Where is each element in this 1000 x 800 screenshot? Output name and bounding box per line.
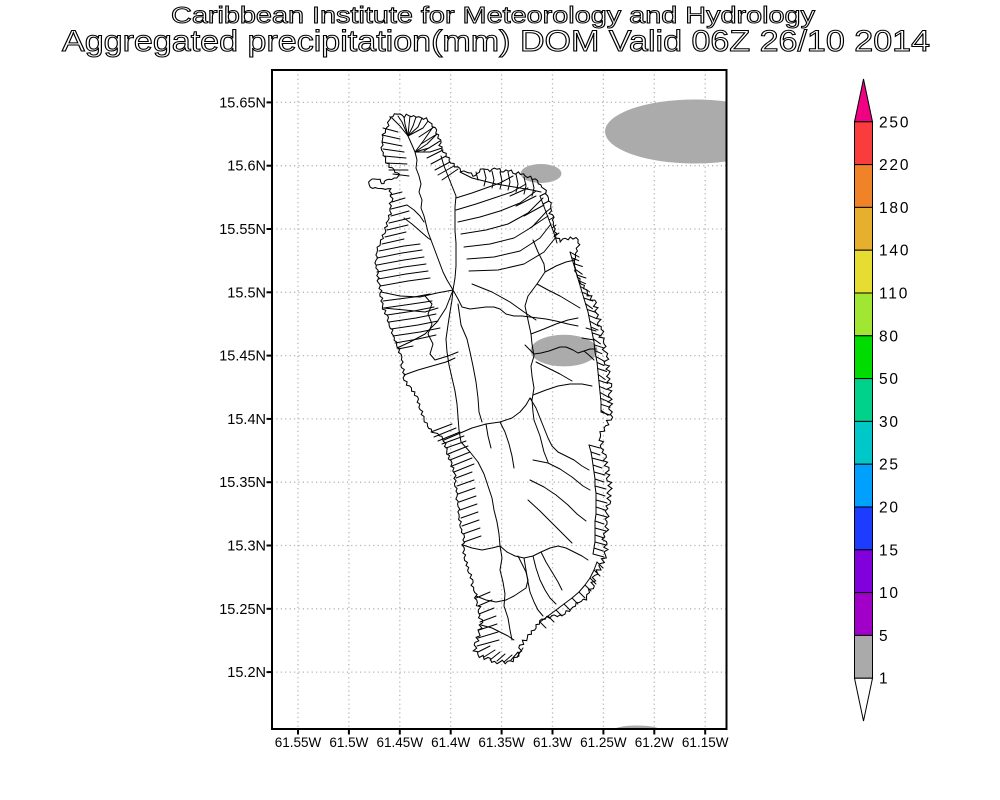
- svg-text:30: 30: [879, 414, 900, 431]
- svg-text:15.65N: 15.65N: [219, 95, 266, 111]
- svg-text:Aggregated precipitation(mm) D: Aggregated precipitation(mm) DOM Valid 0…: [62, 25, 930, 58]
- svg-text:61.2W: 61.2W: [635, 735, 674, 750]
- svg-text:61.55W: 61.55W: [275, 735, 322, 750]
- svg-text:110: 110: [879, 286, 909, 303]
- svg-text:180: 180: [879, 200, 910, 217]
- svg-text:61.3W: 61.3W: [533, 735, 572, 750]
- svg-text:15.55N: 15.55N: [219, 222, 266, 238]
- svg-text:20: 20: [879, 500, 900, 517]
- svg-text:61.35W: 61.35W: [478, 735, 525, 750]
- svg-text:5: 5: [879, 628, 889, 645]
- svg-text:15.4N: 15.4N: [227, 412, 266, 428]
- svg-text:15.6N: 15.6N: [227, 159, 266, 175]
- svg-text:15.45N: 15.45N: [219, 349, 266, 365]
- svg-text:140: 140: [879, 243, 910, 260]
- svg-text:10: 10: [879, 585, 900, 602]
- svg-text:1: 1: [879, 671, 889, 688]
- svg-text:15.5N: 15.5N: [227, 285, 266, 301]
- svg-text:61.45W: 61.45W: [377, 735, 424, 750]
- svg-text:61.25W: 61.25W: [580, 735, 627, 750]
- svg-text:15: 15: [879, 542, 900, 559]
- svg-text:15.25N: 15.25N: [219, 602, 266, 618]
- svg-text:15.35N: 15.35N: [219, 475, 266, 491]
- svg-text:61.4W: 61.4W: [431, 735, 470, 750]
- svg-text:Caribbean Institute for Meteor: Caribbean Institute for Meteorology and …: [171, 2, 815, 28]
- svg-text:220: 220: [879, 157, 910, 174]
- svg-text:50: 50: [879, 371, 900, 388]
- svg-text:15.2N: 15.2N: [227, 665, 266, 681]
- svg-text:250: 250: [879, 114, 910, 131]
- svg-text:25: 25: [879, 457, 900, 474]
- svg-text:61.15W: 61.15W: [682, 735, 729, 750]
- svg-text:61.5W: 61.5W: [329, 735, 368, 750]
- svg-text:80: 80: [879, 328, 900, 345]
- svg-text:15.3N: 15.3N: [227, 539, 266, 555]
